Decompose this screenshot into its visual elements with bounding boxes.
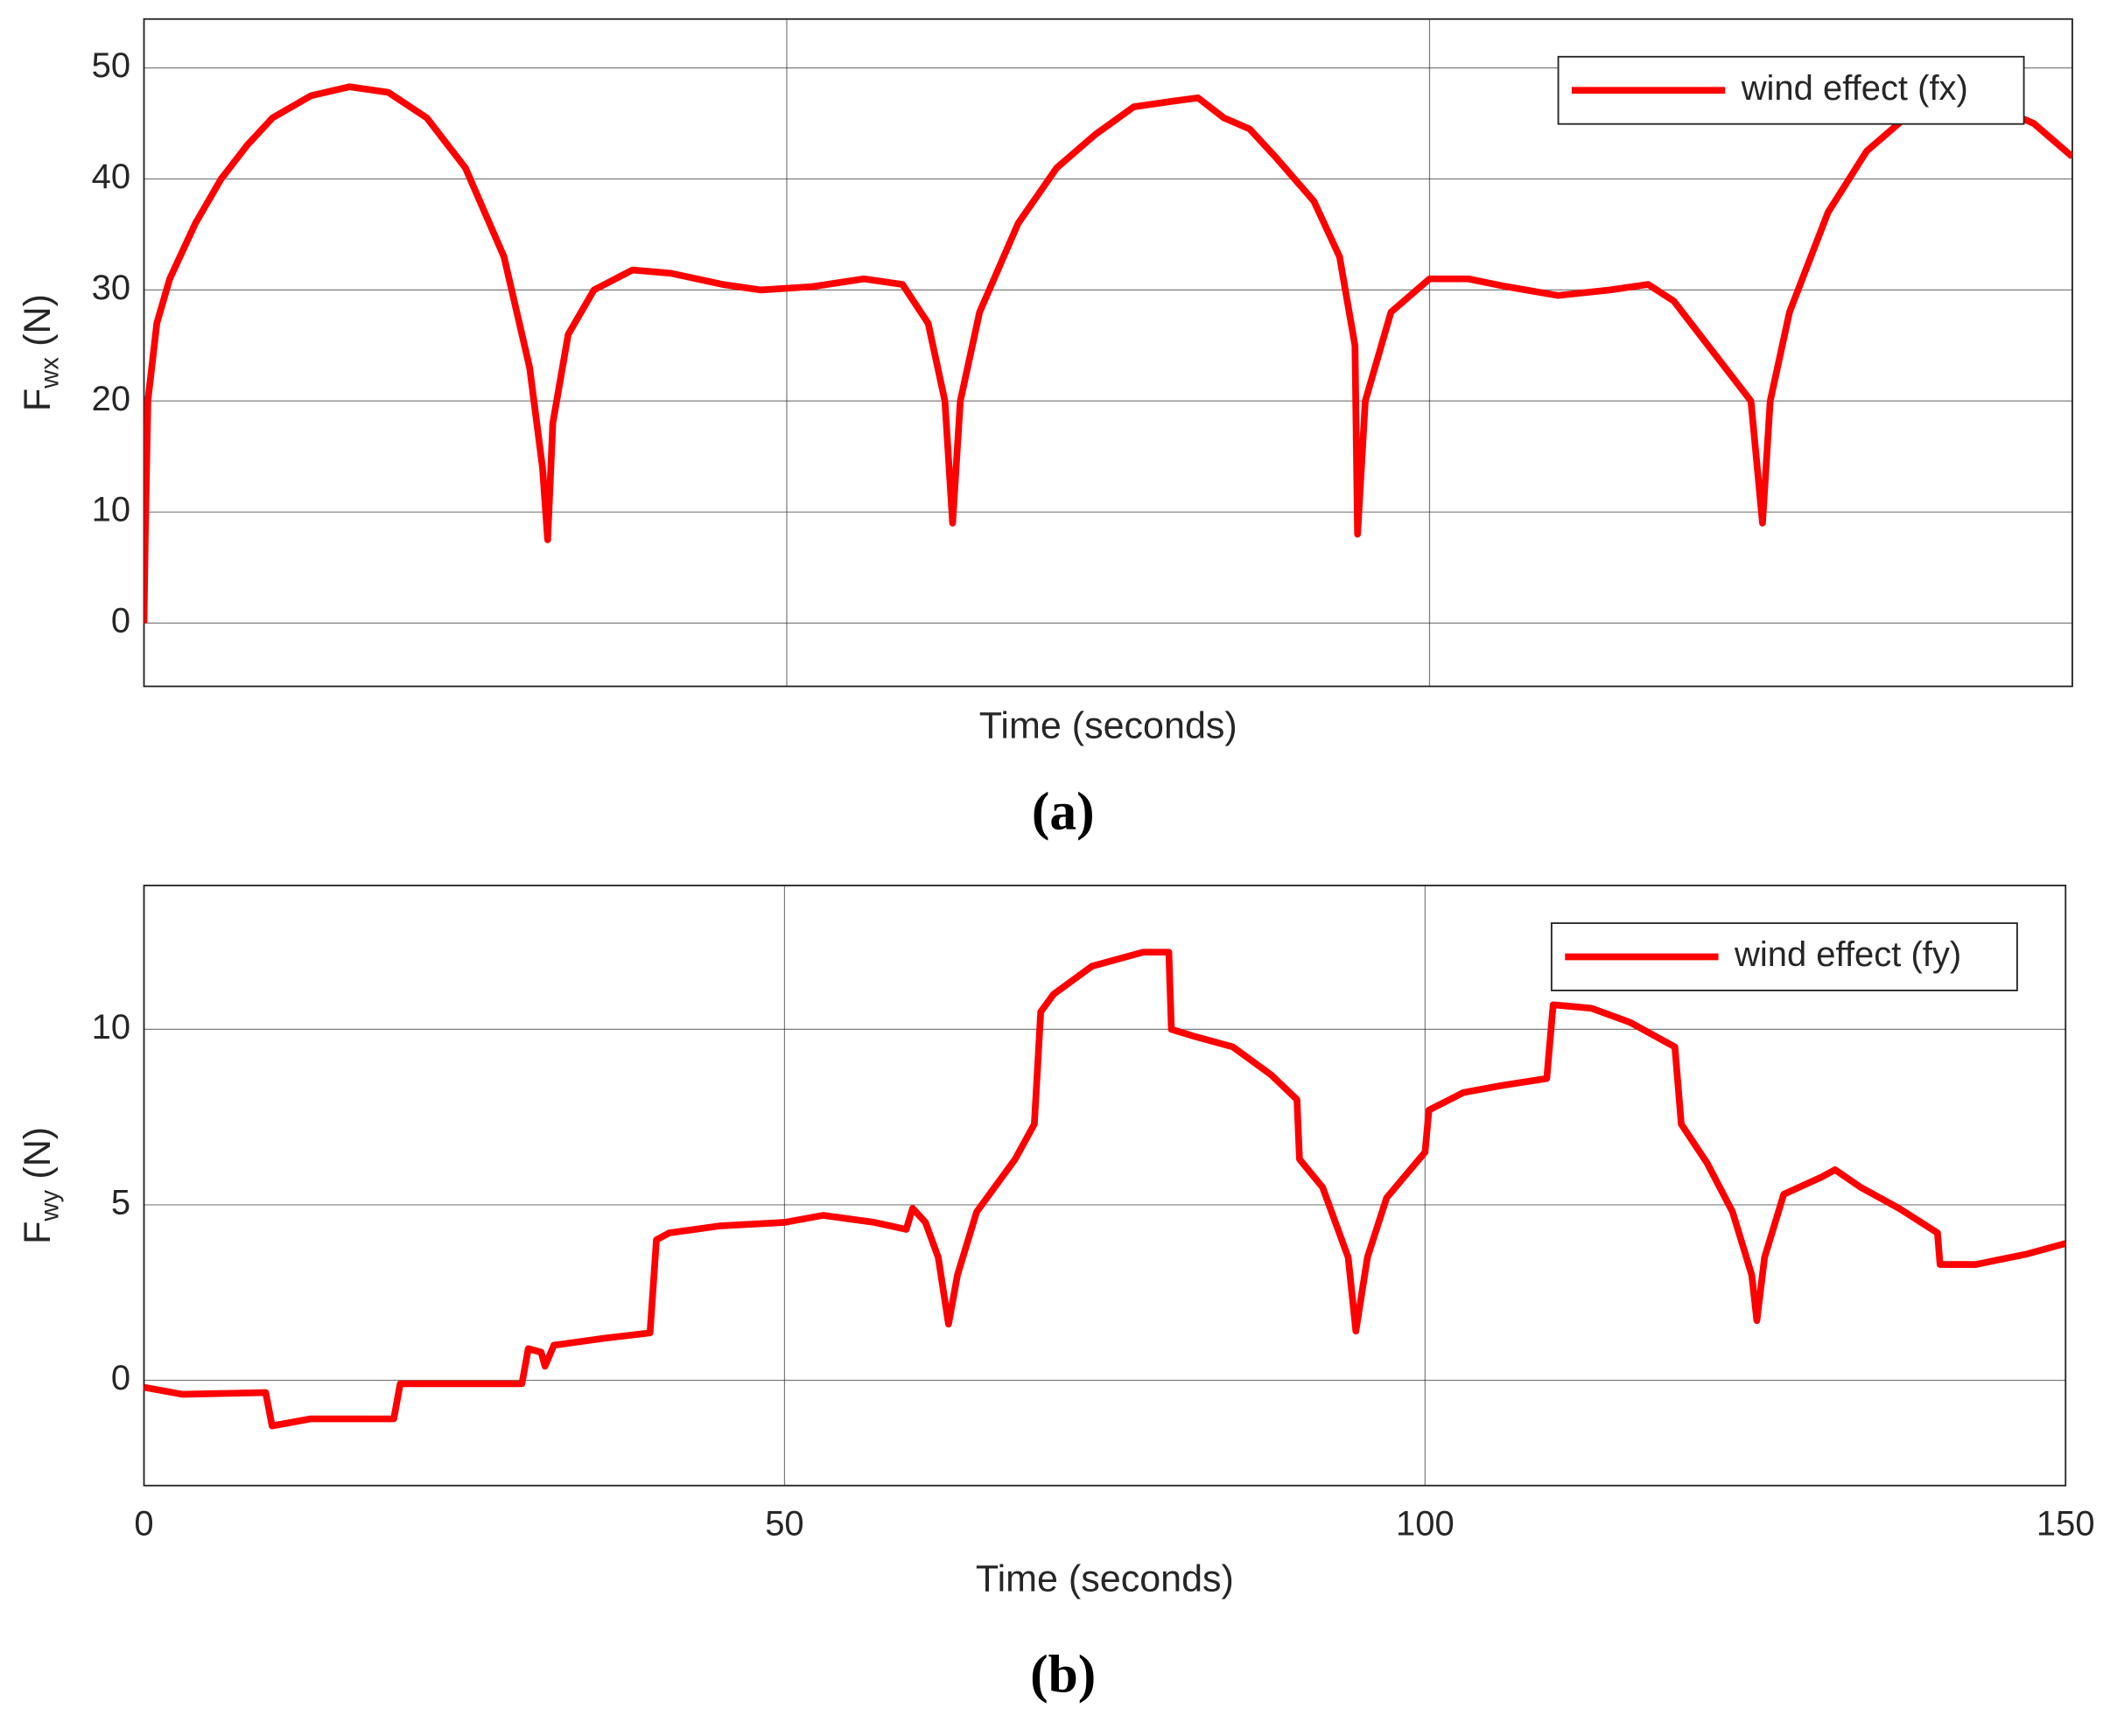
y-axis-label: Fwy (N) bbox=[18, 1127, 65, 1244]
x-tick-label: 100 bbox=[1396, 1504, 1455, 1543]
plot-frame bbox=[143, 18, 2073, 688]
y-label-main: F bbox=[18, 1222, 60, 1244]
legend-label: wind effect (fy) bbox=[1734, 935, 1961, 974]
data-line bbox=[144, 83, 2072, 624]
y-tick-label: 0 bbox=[111, 1359, 130, 1397]
y-label-sub: wy bbox=[36, 1190, 64, 1222]
y-label-unit: (N) bbox=[18, 294, 60, 346]
caption: (a) bbox=[1032, 782, 1095, 842]
plot-frame bbox=[143, 885, 2067, 1487]
y-tick-label: 10 bbox=[92, 491, 130, 529]
y-label-unit: (N) bbox=[18, 1127, 60, 1180]
y-label-main: F bbox=[18, 388, 60, 411]
y-axis-label: Fwx (N) bbox=[18, 294, 65, 411]
y-tick-label: 5 bbox=[111, 1183, 130, 1222]
y-tick-label: 10 bbox=[92, 1008, 130, 1046]
y-tick-label: 40 bbox=[92, 158, 130, 196]
x-tick-label: 50 bbox=[765, 1504, 803, 1543]
data-line bbox=[144, 948, 2066, 1430]
y-tick-label: 50 bbox=[92, 46, 130, 85]
y-tick-label: 0 bbox=[111, 602, 130, 640]
y-tick-label: 30 bbox=[92, 269, 130, 307]
x-axis-label: Time (seconds) bbox=[979, 704, 1237, 746]
caption: (b) bbox=[1030, 1644, 1096, 1704]
y-tick-label: 20 bbox=[92, 380, 130, 418]
x-axis-label: Time (seconds) bbox=[976, 1558, 1234, 1600]
x-tick-label: 0 bbox=[134, 1504, 153, 1543]
x-tick-label: 150 bbox=[2036, 1504, 2095, 1543]
y-label-sub: wx bbox=[36, 357, 64, 389]
legend-label: wind effect (fx) bbox=[1741, 69, 1968, 108]
